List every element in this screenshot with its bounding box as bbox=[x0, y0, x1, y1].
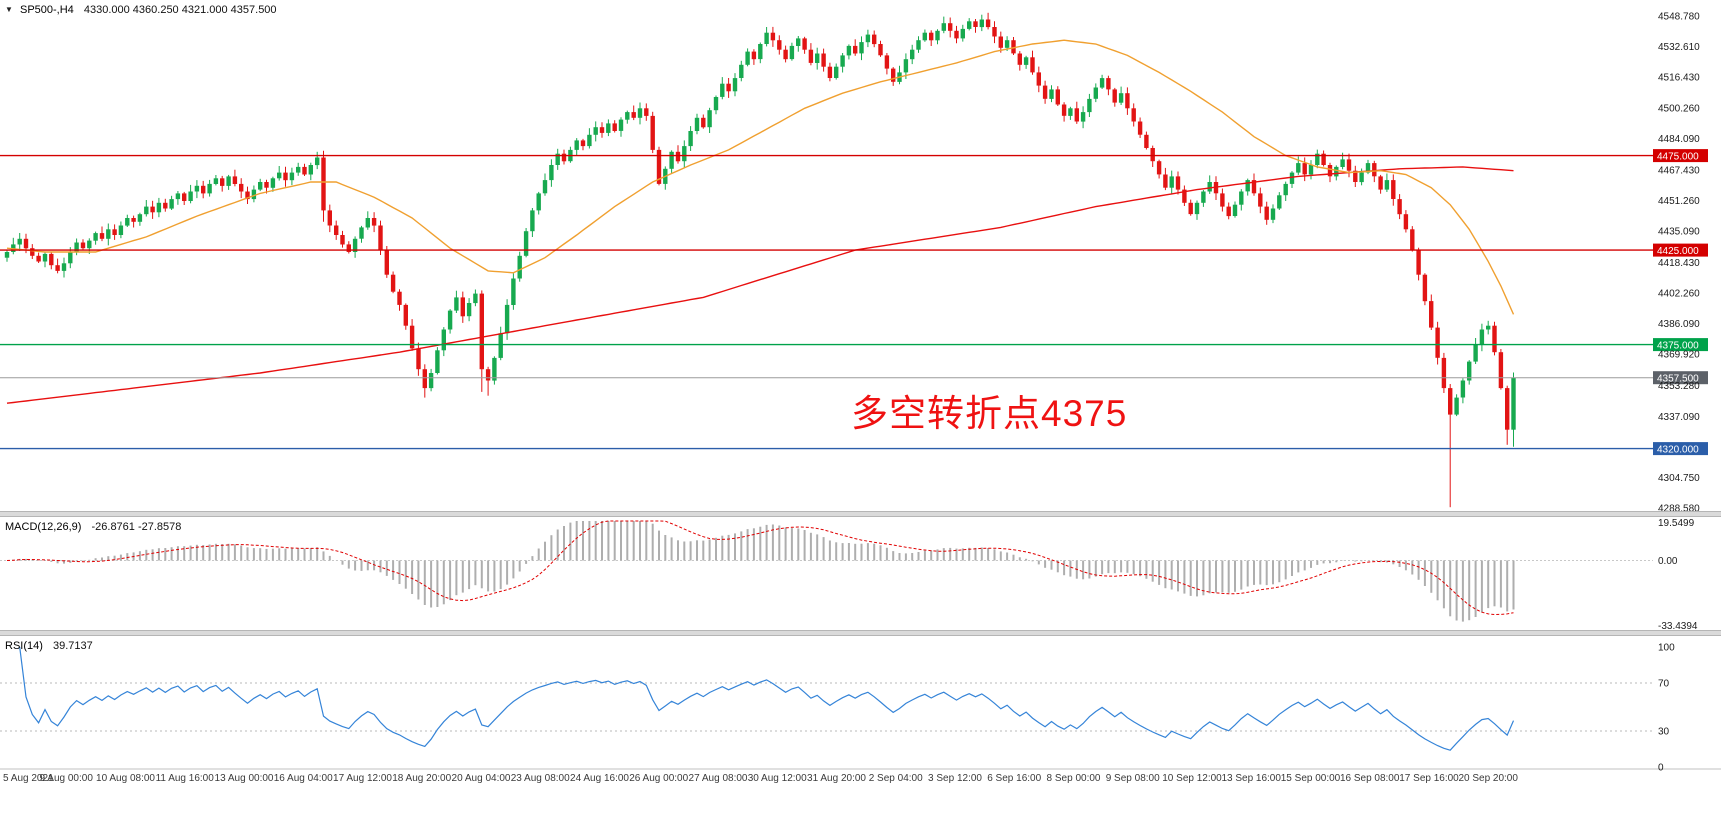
time-label: 9 Sep 08:00 bbox=[1105, 773, 1160, 784]
svg-text:4451.260: 4451.260 bbox=[1658, 196, 1700, 207]
macd-values: -26.8761 -27.8578 bbox=[91, 521, 182, 533]
time-label: 11 Aug 16:00 bbox=[155, 773, 214, 784]
ma-fast-line bbox=[6, 39, 1515, 315]
time-label: 17 Aug 12:00 bbox=[333, 773, 392, 784]
macd-axis[interactable]: 19.5499 0.00 -33.4394 bbox=[1658, 518, 1698, 632]
time-label: 13 Sep 16:00 bbox=[1221, 773, 1281, 784]
svg-text:19.5499: 19.5499 bbox=[1658, 518, 1695, 529]
collapse-arrow-icon[interactable]: ▼ bbox=[5, 5, 13, 14]
time-label: 10 Aug 08:00 bbox=[96, 773, 155, 784]
svg-text:4425.000: 4425.000 bbox=[1657, 246, 1699, 257]
svg-text:4532.610: 4532.610 bbox=[1658, 42, 1700, 53]
time-label: 20 Aug 04:00 bbox=[451, 773, 511, 784]
svg-text:70: 70 bbox=[1658, 679, 1670, 690]
svg-text:4320.000: 4320.000 bbox=[1657, 444, 1699, 455]
horizontal-level-lines[interactable]: 4475.000 4425.000 4375.000 4320.000 bbox=[0, 149, 1708, 455]
time-label: 24 Aug 16:00 bbox=[570, 773, 629, 784]
svg-text:30: 30 bbox=[1658, 727, 1670, 738]
symbol-timeframe-label: SP500-,H4 bbox=[19, 4, 74, 16]
time-label: 20 Sep 20:00 bbox=[1458, 773, 1518, 784]
rsi-indicator-canvas[interactable]: 100 70 30 0 bbox=[0, 636, 1721, 776]
rsi-title: RSI(14) bbox=[5, 640, 43, 652]
chart-annotation-text: 多空转折点4375 bbox=[851, 393, 1128, 434]
svg-text:4418.430: 4418.430 bbox=[1658, 258, 1700, 269]
rsi-line bbox=[19, 646, 1515, 751]
svg-text:4375.000: 4375.000 bbox=[1657, 340, 1699, 351]
rsi-value: 39.7137 bbox=[52, 640, 93, 652]
svg-text:4548.780: 4548.780 bbox=[1658, 12, 1700, 23]
time-label: 16 Sep 08:00 bbox=[1339, 773, 1400, 784]
price-level-badge: 4475.000 bbox=[1653, 149, 1708, 162]
svg-text:4435.090: 4435.090 bbox=[1658, 227, 1700, 238]
time-label: 9 Aug 00:00 bbox=[39, 773, 93, 784]
svg-text:4467.430: 4467.430 bbox=[1658, 165, 1700, 176]
price-axis[interactable]: 4548.780 4532.610 4516.430 4500.260 4484.090… bbox=[1658, 12, 1700, 511]
price-chart-canvas[interactable]: 4475.000 4425.000 4375.000 4320.000 4357.500… bbox=[0, 0, 1721, 511]
svg-text:4484.090: 4484.090 bbox=[1658, 134, 1700, 145]
macd-title: MACD(12,26,9) bbox=[5, 521, 82, 533]
macd-indicator-canvas[interactable]: 19.5499 0.00 -33.4394 bbox=[0, 517, 1721, 632]
price-level-badge: 4425.000 bbox=[1653, 243, 1708, 257]
time-axis[interactable]: 5 Aug 2021 9 Aug 00:00 10 Aug 08:00 11 Aug … bbox=[0, 770, 1721, 788]
macd-histogram bbox=[12, 521, 1515, 622]
svg-text:4353.280: 4353.280 bbox=[1658, 381, 1700, 392]
svg-text:4386.090: 4386.090 bbox=[1658, 319, 1700, 330]
time-label: 10 Sep 12:00 bbox=[1162, 773, 1222, 784]
svg-text:4500.260: 4500.260 bbox=[1658, 103, 1700, 114]
time-label: 30 Aug 12:00 bbox=[747, 773, 807, 784]
price-level-badge: 4375.000 bbox=[1653, 338, 1708, 351]
time-label: 17 Sep 16:00 bbox=[1399, 773, 1459, 784]
svg-text:4369.920: 4369.920 bbox=[1658, 350, 1700, 361]
time-label: 13 Aug 00:00 bbox=[214, 773, 274, 784]
time-label: 6 Sep 16:00 bbox=[987, 773, 1042, 784]
svg-text:100: 100 bbox=[1658, 643, 1675, 654]
time-label: 15 Sep 00:00 bbox=[1280, 773, 1341, 784]
time-label: 3 Sep 12:00 bbox=[928, 773, 982, 784]
svg-text:4357.500: 4357.500 bbox=[1657, 374, 1699, 385]
time-label: 18 Aug 20:00 bbox=[392, 773, 452, 784]
svg-text:0.00: 0.00 bbox=[1658, 556, 1678, 567]
time-label: 2 Sep 04:00 bbox=[868, 773, 923, 784]
chart-header: ▼ SP500-,H4 4330.000 4360.250 4321.000 4… bbox=[5, 4, 277, 16]
time-label: 23 Aug 08:00 bbox=[510, 773, 570, 784]
panel-divider-macd[interactable] bbox=[0, 511, 1721, 517]
ohlc-values: 4330.000 4360.250 4321.000 4357.500 bbox=[83, 4, 277, 16]
current-price-line: 4357.500 bbox=[0, 371, 1708, 385]
time-label: 16 Aug 04:00 bbox=[273, 773, 333, 784]
svg-text:4288.580: 4288.580 bbox=[1658, 504, 1700, 512]
time-label: 26 Aug 00:00 bbox=[629, 773, 689, 784]
ma-slow-line bbox=[6, 166, 1514, 404]
price-level-badge: 4320.000 bbox=[1653, 442, 1708, 455]
svg-text:4516.430: 4516.430 bbox=[1658, 73, 1700, 84]
time-label: 8 Sep 00:00 bbox=[1046, 773, 1101, 784]
panel-divider-rsi[interactable] bbox=[0, 630, 1721, 636]
svg-text:4304.750: 4304.750 bbox=[1658, 473, 1700, 484]
macd-signal-line bbox=[6, 520, 1514, 616]
svg-text:4337.090: 4337.090 bbox=[1658, 412, 1700, 423]
svg-text:4475.000: 4475.000 bbox=[1657, 151, 1699, 162]
svg-text:4402.260: 4402.260 bbox=[1658, 289, 1700, 300]
macd-header: MACD(12,26,9) -26.8761 -27.8578 bbox=[5, 521, 181, 533]
candles-layer bbox=[4, 12, 1516, 508]
time-label: 27 Aug 08:00 bbox=[688, 773, 748, 784]
rsi-header: RSI(14) 39.7137 bbox=[5, 640, 93, 652]
time-label: 31 Aug 20:00 bbox=[807, 773, 866, 784]
rsi-axis[interactable]: 100 70 30 0 bbox=[1658, 643, 1675, 774]
time-label: 5 Aug 2021 bbox=[3, 773, 54, 784]
svg-text:-33.4394: -33.4394 bbox=[1658, 621, 1698, 632]
svg-text:0: 0 bbox=[1658, 763, 1664, 774]
